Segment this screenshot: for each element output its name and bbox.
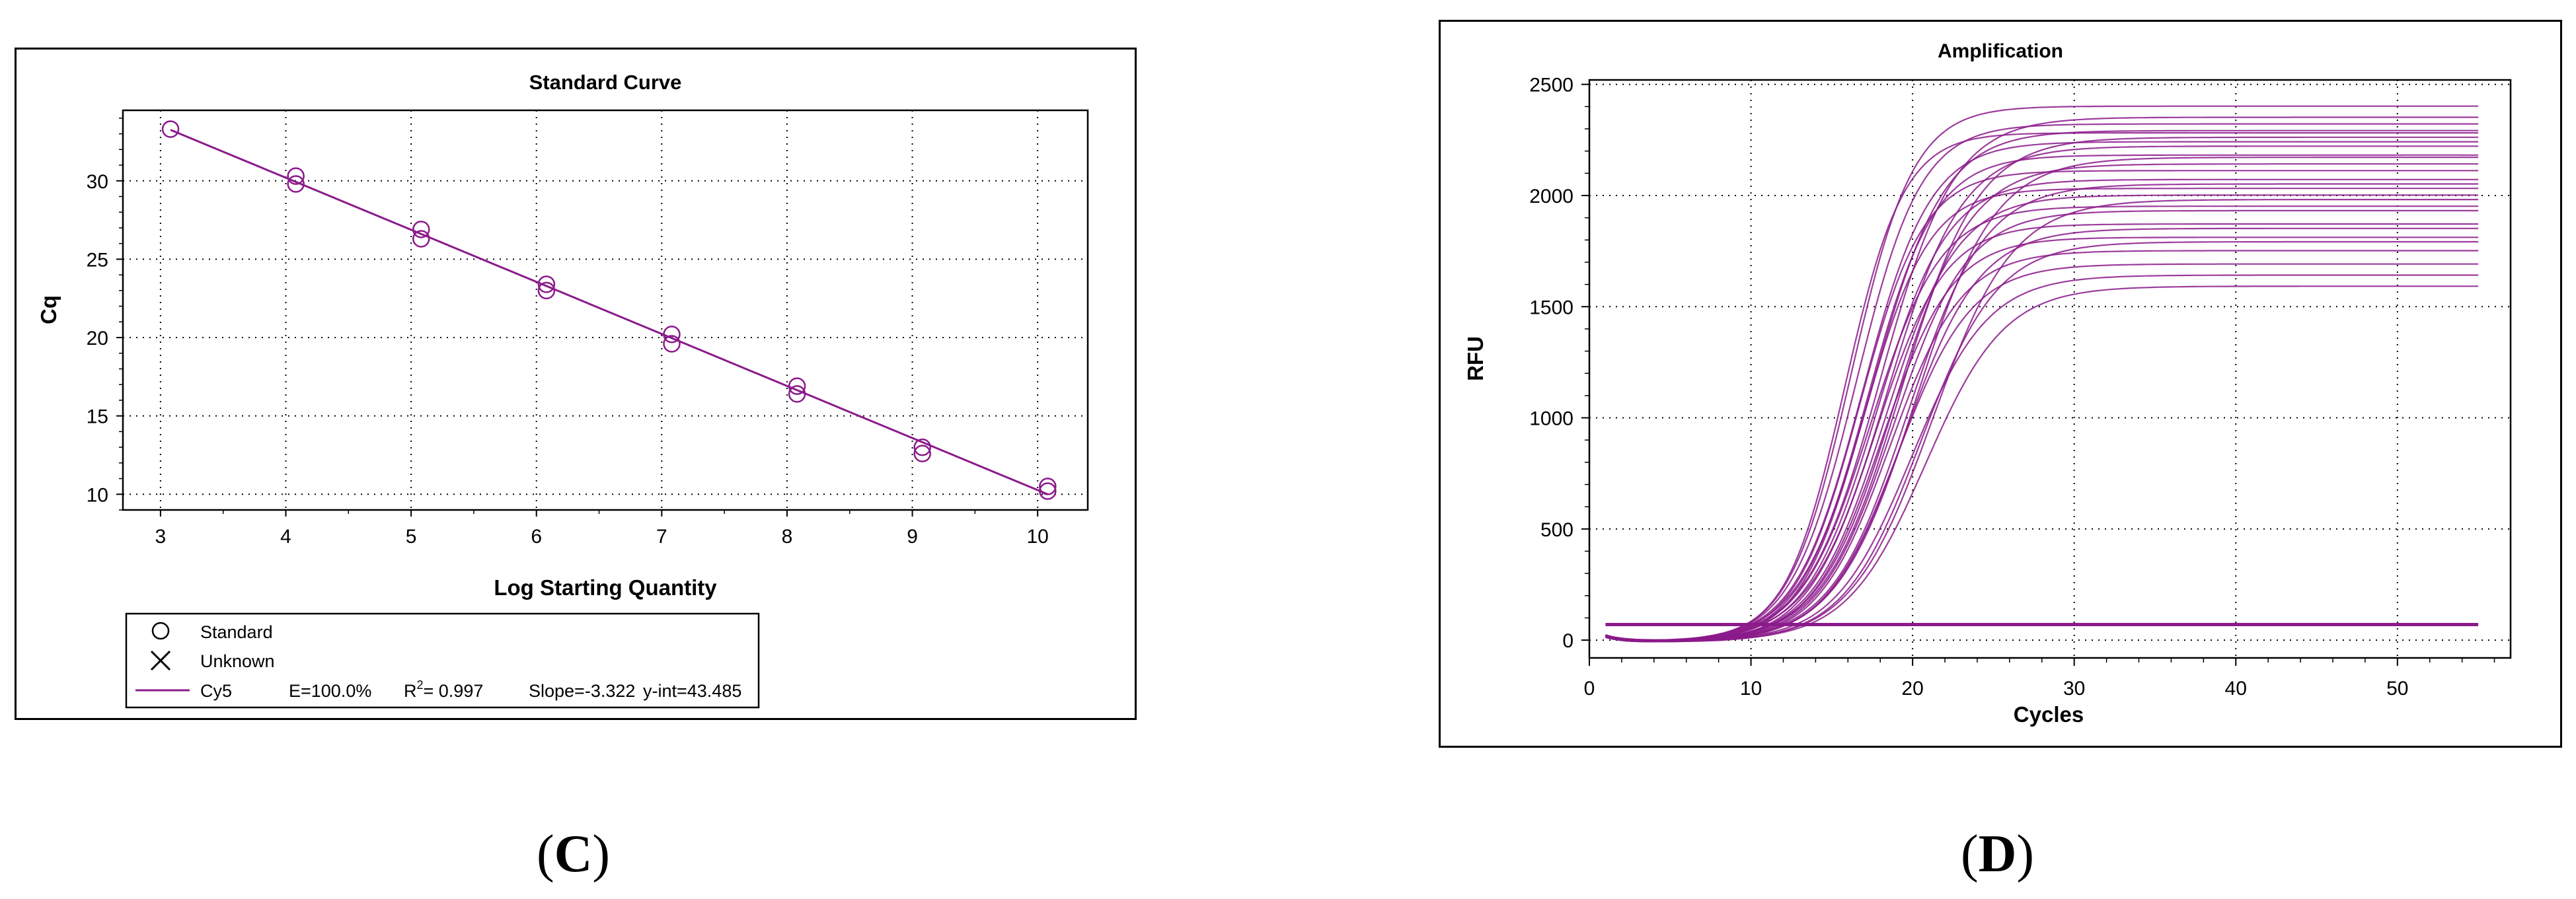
x-tick-label: 6 (531, 526, 542, 548)
y-axis-label: RFU (1463, 336, 1488, 381)
y-tick-label: 2500 (1529, 75, 1573, 96)
legend-standard-label: Standard (200, 622, 273, 642)
standard-point (788, 377, 806, 395)
amplification-panel: Amplification 0 10 20 30 40 50 0 500 1000 1500 200… (1439, 20, 2562, 748)
standard-point (1039, 478, 1057, 495)
chart-title: Amplification (1938, 40, 2063, 62)
standard-point (412, 230, 430, 248)
y-tick-label: 20 (87, 328, 108, 349)
chart-title: Standard Curve (529, 71, 682, 94)
y-tick-label: 15 (87, 406, 108, 428)
axis-ticks: 3 4 5 6 7 8 9 10 10 15 20 25 30 (87, 118, 1049, 548)
standard-point (1039, 482, 1057, 500)
amplification-curve (1605, 123, 2479, 642)
legend-r2: R2= 0.997 (404, 678, 483, 701)
standard-curve-chart: Standard Curve 3 4 5 6 7 8 9 10 10 15 20 25 30 Log S… (36, 71, 1089, 709)
amplification-curve (1605, 157, 2479, 643)
y-tick-label: 1500 (1529, 297, 1573, 318)
legend-box (125, 612, 760, 709)
standard-point (537, 281, 556, 300)
regression-line (170, 129, 1048, 495)
unknown-marker-icon (150, 650, 171, 671)
y-tick-label: 25 (87, 249, 108, 271)
r2-prefix: R (404, 681, 417, 701)
r2-superscript: 2 (417, 678, 424, 692)
x-axis-label: Log Starting Quantity (494, 575, 717, 600)
plot-area (1588, 79, 2512, 659)
x-tick-label: 40 (2225, 678, 2247, 700)
x-tick-label: 4 (280, 526, 291, 548)
legend-unknown-label: Unknown (200, 651, 275, 671)
caption-letter-d: D (1978, 825, 2017, 883)
amplification-curve (1605, 285, 2479, 642)
standard-point (161, 120, 180, 138)
grid-lines (123, 110, 1088, 510)
y-tick-label: 500 (1540, 519, 1573, 541)
standard-marker-icon (151, 622, 170, 640)
amplification-curve (1605, 199, 2479, 643)
standard-point (663, 326, 681, 343)
amplification-curve (1605, 105, 2479, 642)
standard-point (913, 438, 931, 456)
r2-value: = 0.997 (424, 681, 484, 701)
y-tick-label: 10 (87, 484, 108, 506)
amplification-curve (1605, 145, 2479, 641)
x-tick-label: 20 (1901, 678, 1923, 700)
data-points (161, 120, 1057, 500)
standard-point (913, 445, 931, 462)
x-tick-label: 10 (1026, 526, 1048, 548)
x-tick-label: 10 (1740, 678, 1762, 700)
amplification-curve (1605, 136, 2479, 643)
standard-point (287, 167, 305, 185)
fit-line (170, 129, 1048, 495)
panel-c-caption: (C) (537, 825, 611, 883)
x-tick-label: 9 (907, 526, 918, 548)
x-tick-label: 3 (155, 526, 167, 548)
standard-point (412, 221, 430, 238)
amplification-curve (1605, 116, 2479, 641)
legend-efficiency: E=100.0% (289, 681, 371, 701)
x-tick-label: 0 (1584, 678, 1595, 700)
amplification-curve (1605, 209, 2479, 643)
y-tick-label: 2000 (1529, 186, 1573, 207)
y-tick-label: 1000 (1529, 408, 1573, 430)
x-axis-label: Cycles (2014, 702, 2084, 727)
x-tick-label: 7 (656, 526, 667, 548)
legend: Standard Unknown Cy5 E=100.0% R2= 0.997 … (125, 612, 760, 709)
legend-yint: y-int=43.485 (643, 681, 741, 701)
y-tick-label: 30 (87, 171, 108, 193)
caption-letter-c: C (554, 825, 593, 883)
standard-curve-panel: Standard Curve 3 4 5 6 7 8 9 10 10 15 20 25 30 Log S… (15, 48, 1137, 720)
x-tick-label: 5 (406, 526, 417, 548)
standard-point (287, 175, 305, 193)
standard-point (788, 385, 806, 403)
standard-point (537, 275, 556, 293)
y-axis-label: Cq (36, 295, 61, 324)
legend-fit-label: Cy5 (200, 681, 232, 701)
amplification-chart: Amplification 0 10 20 30 40 50050010001500200… (1463, 40, 2512, 727)
standard-point (663, 335, 681, 353)
amplification-curves (1605, 105, 2479, 643)
y-tick-label: 0 (1562, 630, 1573, 652)
panel-d-caption: (D) (1961, 825, 2035, 883)
x-tick-label: 50 (2386, 678, 2408, 700)
x-tick-label: 30 (2063, 678, 2085, 700)
legend-slope: Slope=-3.322 (529, 681, 635, 701)
amplification-curve (1605, 205, 2479, 641)
x-tick-label: 8 (782, 526, 793, 548)
